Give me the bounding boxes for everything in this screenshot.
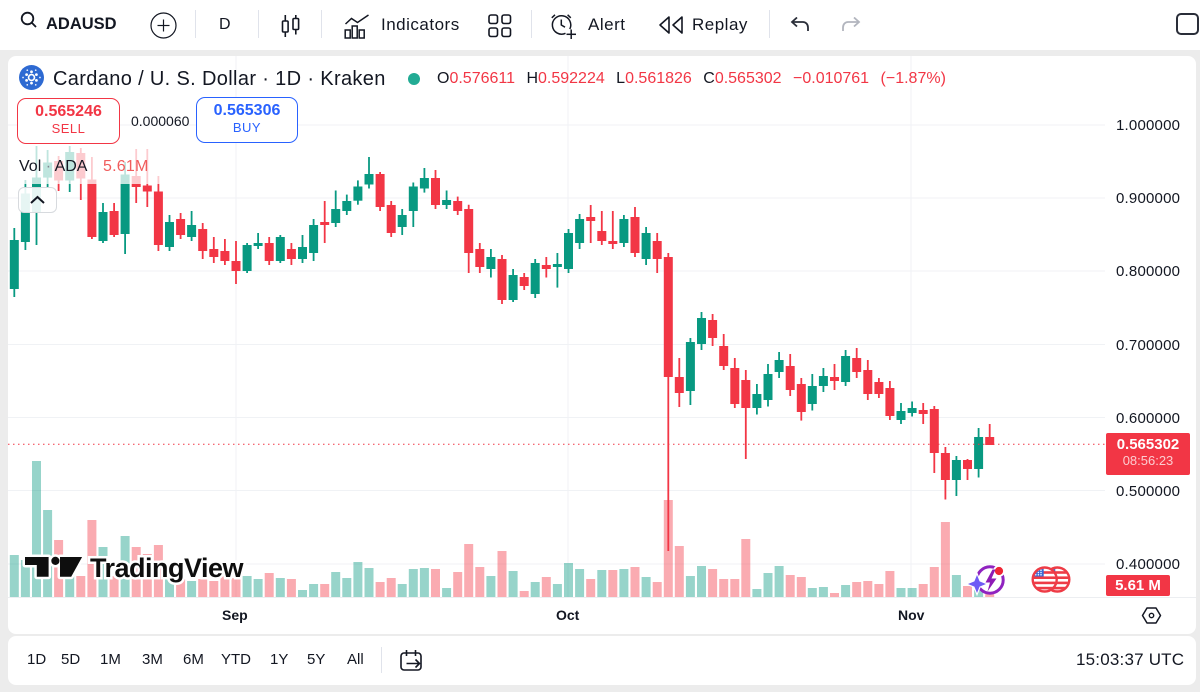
svg-text:TradingView: TradingView <box>90 553 245 583</box>
